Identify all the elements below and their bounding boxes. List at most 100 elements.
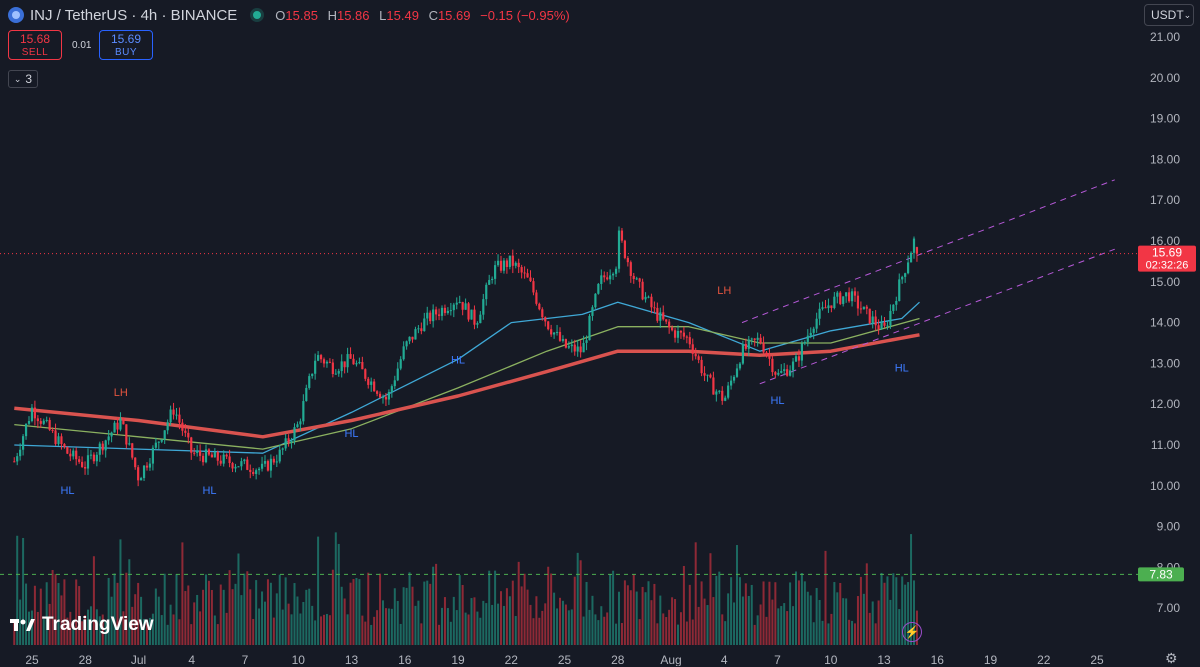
volume-bar: [653, 583, 656, 645]
candle-body: [609, 275, 612, 280]
y-tick-label: 15.00: [1150, 275, 1180, 289]
volume-bar: [668, 609, 671, 645]
volume-bar: [535, 596, 538, 645]
volume-bar: [51, 570, 54, 645]
volume-bar: [821, 620, 824, 645]
volume-bar: [16, 535, 19, 645]
volume-bar: [818, 599, 821, 645]
volume-bar: [402, 587, 405, 645]
currency-selector[interactable]: USDT ⌄: [1144, 4, 1194, 26]
volume-bar: [384, 608, 387, 645]
candle-body: [98, 443, 101, 455]
candle-body: [402, 346, 405, 360]
candle-body: [685, 336, 688, 338]
candle-body: [178, 414, 181, 423]
volume-bar: [880, 572, 883, 645]
candle-body: [57, 436, 60, 445]
x-tick-label: 7: [242, 653, 249, 666]
candle-body: [60, 436, 63, 445]
candle-body: [676, 330, 680, 338]
symbol-title[interactable]: INJ / TetherUS · 4h · BINANCE: [30, 6, 238, 24]
volume-bar: [423, 581, 426, 645]
volume-bar: [128, 559, 131, 645]
candle-body: [635, 278, 638, 280]
volume-bar: [727, 593, 730, 645]
candle-body: [889, 310, 892, 326]
candle-body: [771, 358, 774, 373]
volume-bar: [311, 605, 314, 645]
candle-body: [367, 378, 370, 385]
volume-bar: [538, 617, 541, 645]
candle-body: [246, 459, 249, 470]
volume-bar: [597, 620, 600, 645]
candle-body: [119, 418, 122, 430]
pattern-label: LH: [717, 285, 731, 297]
candle-body: [260, 463, 264, 469]
candle-body: [302, 401, 305, 422]
indicators-collapse-button[interactable]: ⌄ 3: [8, 70, 38, 88]
candle-body: [535, 292, 538, 304]
candle-body: [496, 260, 500, 266]
volume-bar: [240, 595, 243, 645]
sell-button[interactable]: 15.68 SELL: [8, 30, 62, 60]
candle-body: [151, 447, 154, 464]
volume-bar: [886, 576, 889, 645]
volume-bar: [237, 553, 240, 645]
channel-upper-line[interactable]: [741, 179, 1115, 324]
volume-bar: [323, 614, 325, 645]
candle-body: [473, 309, 476, 325]
candle-body: [800, 343, 803, 361]
candle-body: [470, 309, 473, 320]
volume-bar: [904, 584, 907, 645]
candle-body: [544, 317, 547, 322]
lightning-icon[interactable]: ⚡: [902, 622, 922, 642]
volume-bar: [789, 582, 792, 645]
buy-button[interactable]: 15.69 BUY: [99, 30, 153, 60]
candle-body: [514, 262, 517, 266]
candle-body: [594, 293, 597, 308]
candle-body: [836, 292, 839, 297]
candle-body: [865, 306, 868, 309]
candle-body: [564, 339, 567, 348]
volume-bar: [824, 550, 827, 645]
volume-bar: [184, 591, 187, 645]
volume-bar: [774, 582, 777, 645]
candle-body: [364, 369, 367, 379]
volume-bar: [479, 617, 482, 645]
x-tick-label: 13: [345, 653, 359, 666]
candle-body: [579, 346, 582, 353]
volume-bar: [895, 577, 898, 645]
channel-lower-line[interactable]: [759, 248, 1115, 385]
candle-body: [278, 449, 281, 462]
candle-body: [839, 292, 842, 304]
candle-body: [662, 312, 665, 320]
volume-bar: [892, 573, 895, 645]
candle-body: [134, 457, 137, 468]
volume-bar: [544, 603, 547, 645]
volume-bar: [95, 609, 98, 645]
volume-bar: [228, 570, 231, 645]
volume-bar: [393, 588, 396, 645]
volume-bar: [78, 586, 81, 645]
volume-bar: [426, 580, 429, 645]
candle-body: [853, 291, 857, 296]
volume-bar: [491, 604, 494, 645]
volume-bar: [461, 585, 464, 645]
candle-body: [86, 455, 90, 469]
volume-bar: [213, 615, 216, 645]
candle-body: [314, 360, 317, 374]
candle-body: [387, 391, 390, 400]
volume-bar: [685, 621, 688, 645]
volume-bar: [806, 591, 809, 645]
volume-bar: [343, 598, 346, 645]
volume-bar: [172, 614, 175, 645]
volume-bar: [308, 588, 311, 645]
volume-bar: [92, 556, 95, 645]
volume-bar: [443, 597, 446, 645]
candle-body: [859, 308, 862, 310]
volume-bar: [414, 605, 417, 645]
gear-icon[interactable]: ⚙: [1165, 650, 1178, 666]
volume-bar: [166, 624, 169, 645]
candle-body: [249, 469, 252, 472]
